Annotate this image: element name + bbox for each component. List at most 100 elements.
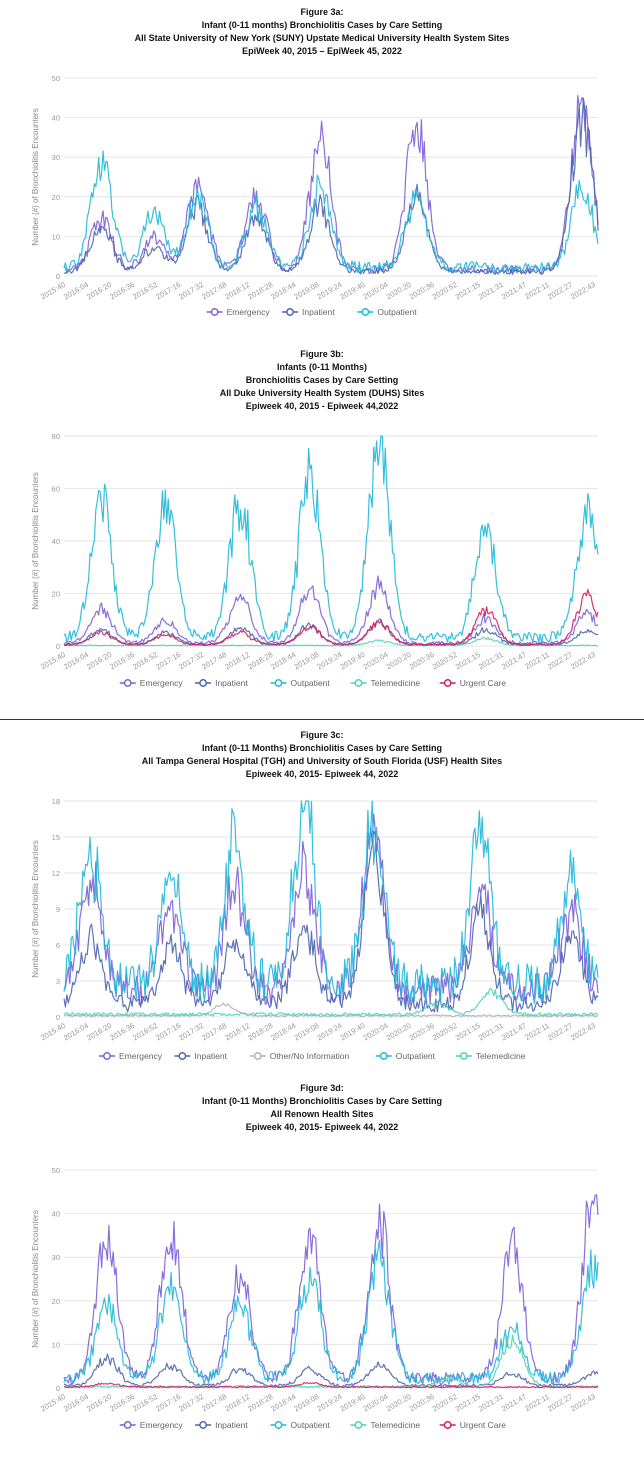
x-tick-label: 2018:28 — [246, 650, 274, 671]
legend-item: Urgent Care — [439, 678, 506, 688]
y-tick-label: 40 — [52, 114, 60, 123]
x-tick-label: 2020:20 — [385, 1392, 413, 1413]
x-tick-label: 2015:40 — [39, 1392, 67, 1413]
legend-marker — [274, 679, 283, 687]
legend-item: Emergency — [119, 1420, 183, 1430]
y-axis-label: Number (#) of Bronchiolitis Encounters — [31, 108, 40, 245]
x-tick-label: 2015:40 — [39, 650, 67, 671]
legend-marker — [361, 308, 370, 316]
series-line-emergency — [63, 1194, 599, 1385]
legend-item: Outpatient — [357, 307, 417, 317]
x-tick-label: 2019:24 — [316, 1021, 344, 1042]
series-line-inpatient — [63, 97, 599, 275]
legend-item: Telemedicine — [350, 678, 420, 688]
x-tick-label: 2020:36 — [408, 1021, 436, 1042]
y-tick-label: 15 — [52, 833, 60, 842]
x-tick-label: 2019:08 — [292, 1021, 320, 1042]
y-axis-label: Number (#) of Bronchiolitis Encounters — [31, 840, 40, 977]
legend-label: Inpatient — [194, 1051, 227, 1061]
chart-title-line: All State University of New York (SUNY) … — [134, 33, 510, 43]
x-tick-label: 2020:20 — [385, 650, 413, 671]
legend-marker — [199, 679, 208, 687]
line-chart: 0 20 40 60 80 Number (#) of Bronchiolitis Enc… — [31, 432, 599, 688]
x-tick-label: 2022:11 — [523, 280, 551, 301]
line-chart: 0 10 20 30 40 50 Number (#) of Bronchiolitis E… — [31, 1166, 599, 1430]
x-tick-label: 2015:40 — [39, 280, 67, 301]
x-tick-label: 2019:08 — [292, 1392, 320, 1413]
series-line-outpatient — [63, 150, 599, 274]
x-tick-label: 2019:40 — [339, 280, 367, 301]
x-tick-label: 2018:12 — [223, 1392, 251, 1413]
y-tick-label: 0 — [56, 1013, 60, 1022]
x-tick-label: 2018:44 — [269, 280, 297, 301]
y-tick-label: 10 — [52, 1340, 60, 1349]
x-tick-label: 2021:15 — [454, 1021, 482, 1042]
chart-panel-3a: Figure 3a: Infant (0-11 months) Bronchio… — [0, 6, 644, 317]
x-tick-label: 2021:31 — [477, 650, 505, 671]
legend-marker — [103, 1052, 111, 1060]
line-chart: 0 3 6 9 12 15 18 Number (#) of Bronchiolitis En… — [31, 797, 599, 1061]
chart-title-line: Infants (0-11 Months) — [276, 362, 367, 372]
legend-item: Other/No Information — [249, 1051, 349, 1061]
x-tick-label: 2016:52 — [131, 1021, 159, 1042]
y-tick-label: 0 — [56, 642, 60, 651]
x-tick-label: 2016:20 — [85, 1021, 113, 1042]
legend-label: Telemedicine — [371, 1420, 421, 1430]
x-tick-label: 2021:15 — [454, 280, 482, 301]
y-tick-label: 3 — [56, 977, 60, 986]
x-tick-label: 2017:32 — [177, 650, 205, 671]
legend-label: Emergency — [119, 1051, 163, 1061]
x-tick-label: 2018:12 — [223, 650, 251, 671]
y-tick-label: 50 — [52, 1166, 60, 1175]
x-tick-label: 2016:04 — [62, 280, 90, 301]
series-line-inpatient — [63, 1353, 599, 1388]
chart-title-3b: Figure 3b: Infants (0-11 Months) Bronchi… — [0, 348, 644, 413]
legend-label: Outpatient — [396, 1051, 436, 1061]
x-tick-label: 2016:52 — [131, 650, 159, 671]
legend-item: Outpatient — [270, 678, 331, 688]
chart-title-line: Epiweek 40, 2015- Epiweek 44, 2022 — [245, 1122, 399, 1132]
legend-item: Outpatient — [375, 1051, 436, 1061]
series-line-urgent-care — [63, 1381, 599, 1389]
x-tick-label: 2018:12 — [223, 1021, 251, 1042]
legend-item: Telemedicine — [350, 1420, 421, 1430]
x-tick-label: 2016:20 — [85, 650, 113, 671]
chart-title-line: Infant (0-11 Months) Bronchiolitis Cases… — [201, 1096, 443, 1106]
x-tick-label: 2021:31 — [477, 280, 505, 301]
x-tick-label: 2020:52 — [431, 1392, 459, 1413]
x-tick-label: 2016:36 — [108, 650, 136, 671]
x-tick-label: 2016:36 — [108, 1392, 136, 1413]
legend-item: Outpatient — [270, 1420, 330, 1430]
x-tick-label: 2022:43 — [569, 1021, 597, 1042]
x-tick-label: 2021:15 — [454, 650, 482, 671]
legend-item: Emergency — [206, 307, 270, 317]
x-tick-label: 2017:48 — [200, 1021, 228, 1042]
series-line-urgent-care — [63, 588, 599, 647]
x-tick-label: 2017:48 — [200, 650, 228, 671]
legend-marker — [459, 1052, 468, 1060]
x-tick-label: 2022:11 — [523, 1021, 551, 1042]
x-tick-label: 2018:28 — [246, 280, 274, 301]
legend-label: Outpatient — [291, 678, 331, 688]
x-tick-label: 2016:20 — [85, 280, 113, 301]
y-tick-label: 0 — [56, 1384, 60, 1393]
y-tick-label: 40 — [52, 537, 60, 546]
x-tick-label: 2020:36 — [408, 650, 436, 671]
x-tick-label: 2022:27 — [546, 1392, 574, 1413]
legend-marker — [210, 308, 219, 316]
x-tick-label: 2022:43 — [569, 650, 597, 671]
x-tick-label: 2016:36 — [108, 280, 136, 301]
y-tick-label: 40 — [52, 1210, 60, 1219]
y-tick-label: 9 — [56, 905, 60, 914]
x-tick-label: 2020:36 — [408, 280, 436, 301]
x-tick-label: 2016:04 — [62, 1392, 90, 1413]
legend-marker — [199, 1421, 208, 1429]
x-tick-label: 2020:20 — [385, 280, 413, 301]
y-tick-label: 50 — [52, 74, 60, 83]
figure-label: Figure 3a: — [300, 7, 344, 17]
x-tick-label: 2019:40 — [339, 650, 367, 671]
y-tick-label: 30 — [52, 1253, 60, 1262]
legend-marker — [123, 679, 132, 687]
y-axis-label: Number (#) of Bronchiolitis Encounters — [31, 472, 40, 609]
series-line-outpatient — [63, 1239, 599, 1385]
